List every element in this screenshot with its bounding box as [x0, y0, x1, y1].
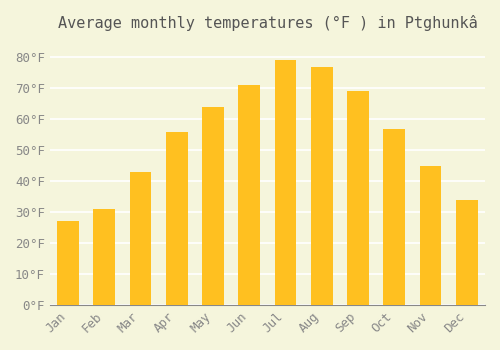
Bar — [420, 166, 442, 305]
Bar — [130, 172, 152, 305]
Bar — [57, 222, 79, 305]
Bar — [274, 61, 296, 305]
Bar — [94, 209, 115, 305]
Bar — [166, 132, 188, 305]
Bar — [384, 128, 405, 305]
Bar — [238, 85, 260, 305]
Bar — [311, 66, 332, 305]
Bar — [456, 200, 477, 305]
Bar — [347, 91, 369, 305]
Title: Average monthly temperatures (°F ) in Ptghunkâ: Average monthly temperatures (°F ) in Pt… — [58, 15, 478, 31]
Bar — [202, 107, 224, 305]
